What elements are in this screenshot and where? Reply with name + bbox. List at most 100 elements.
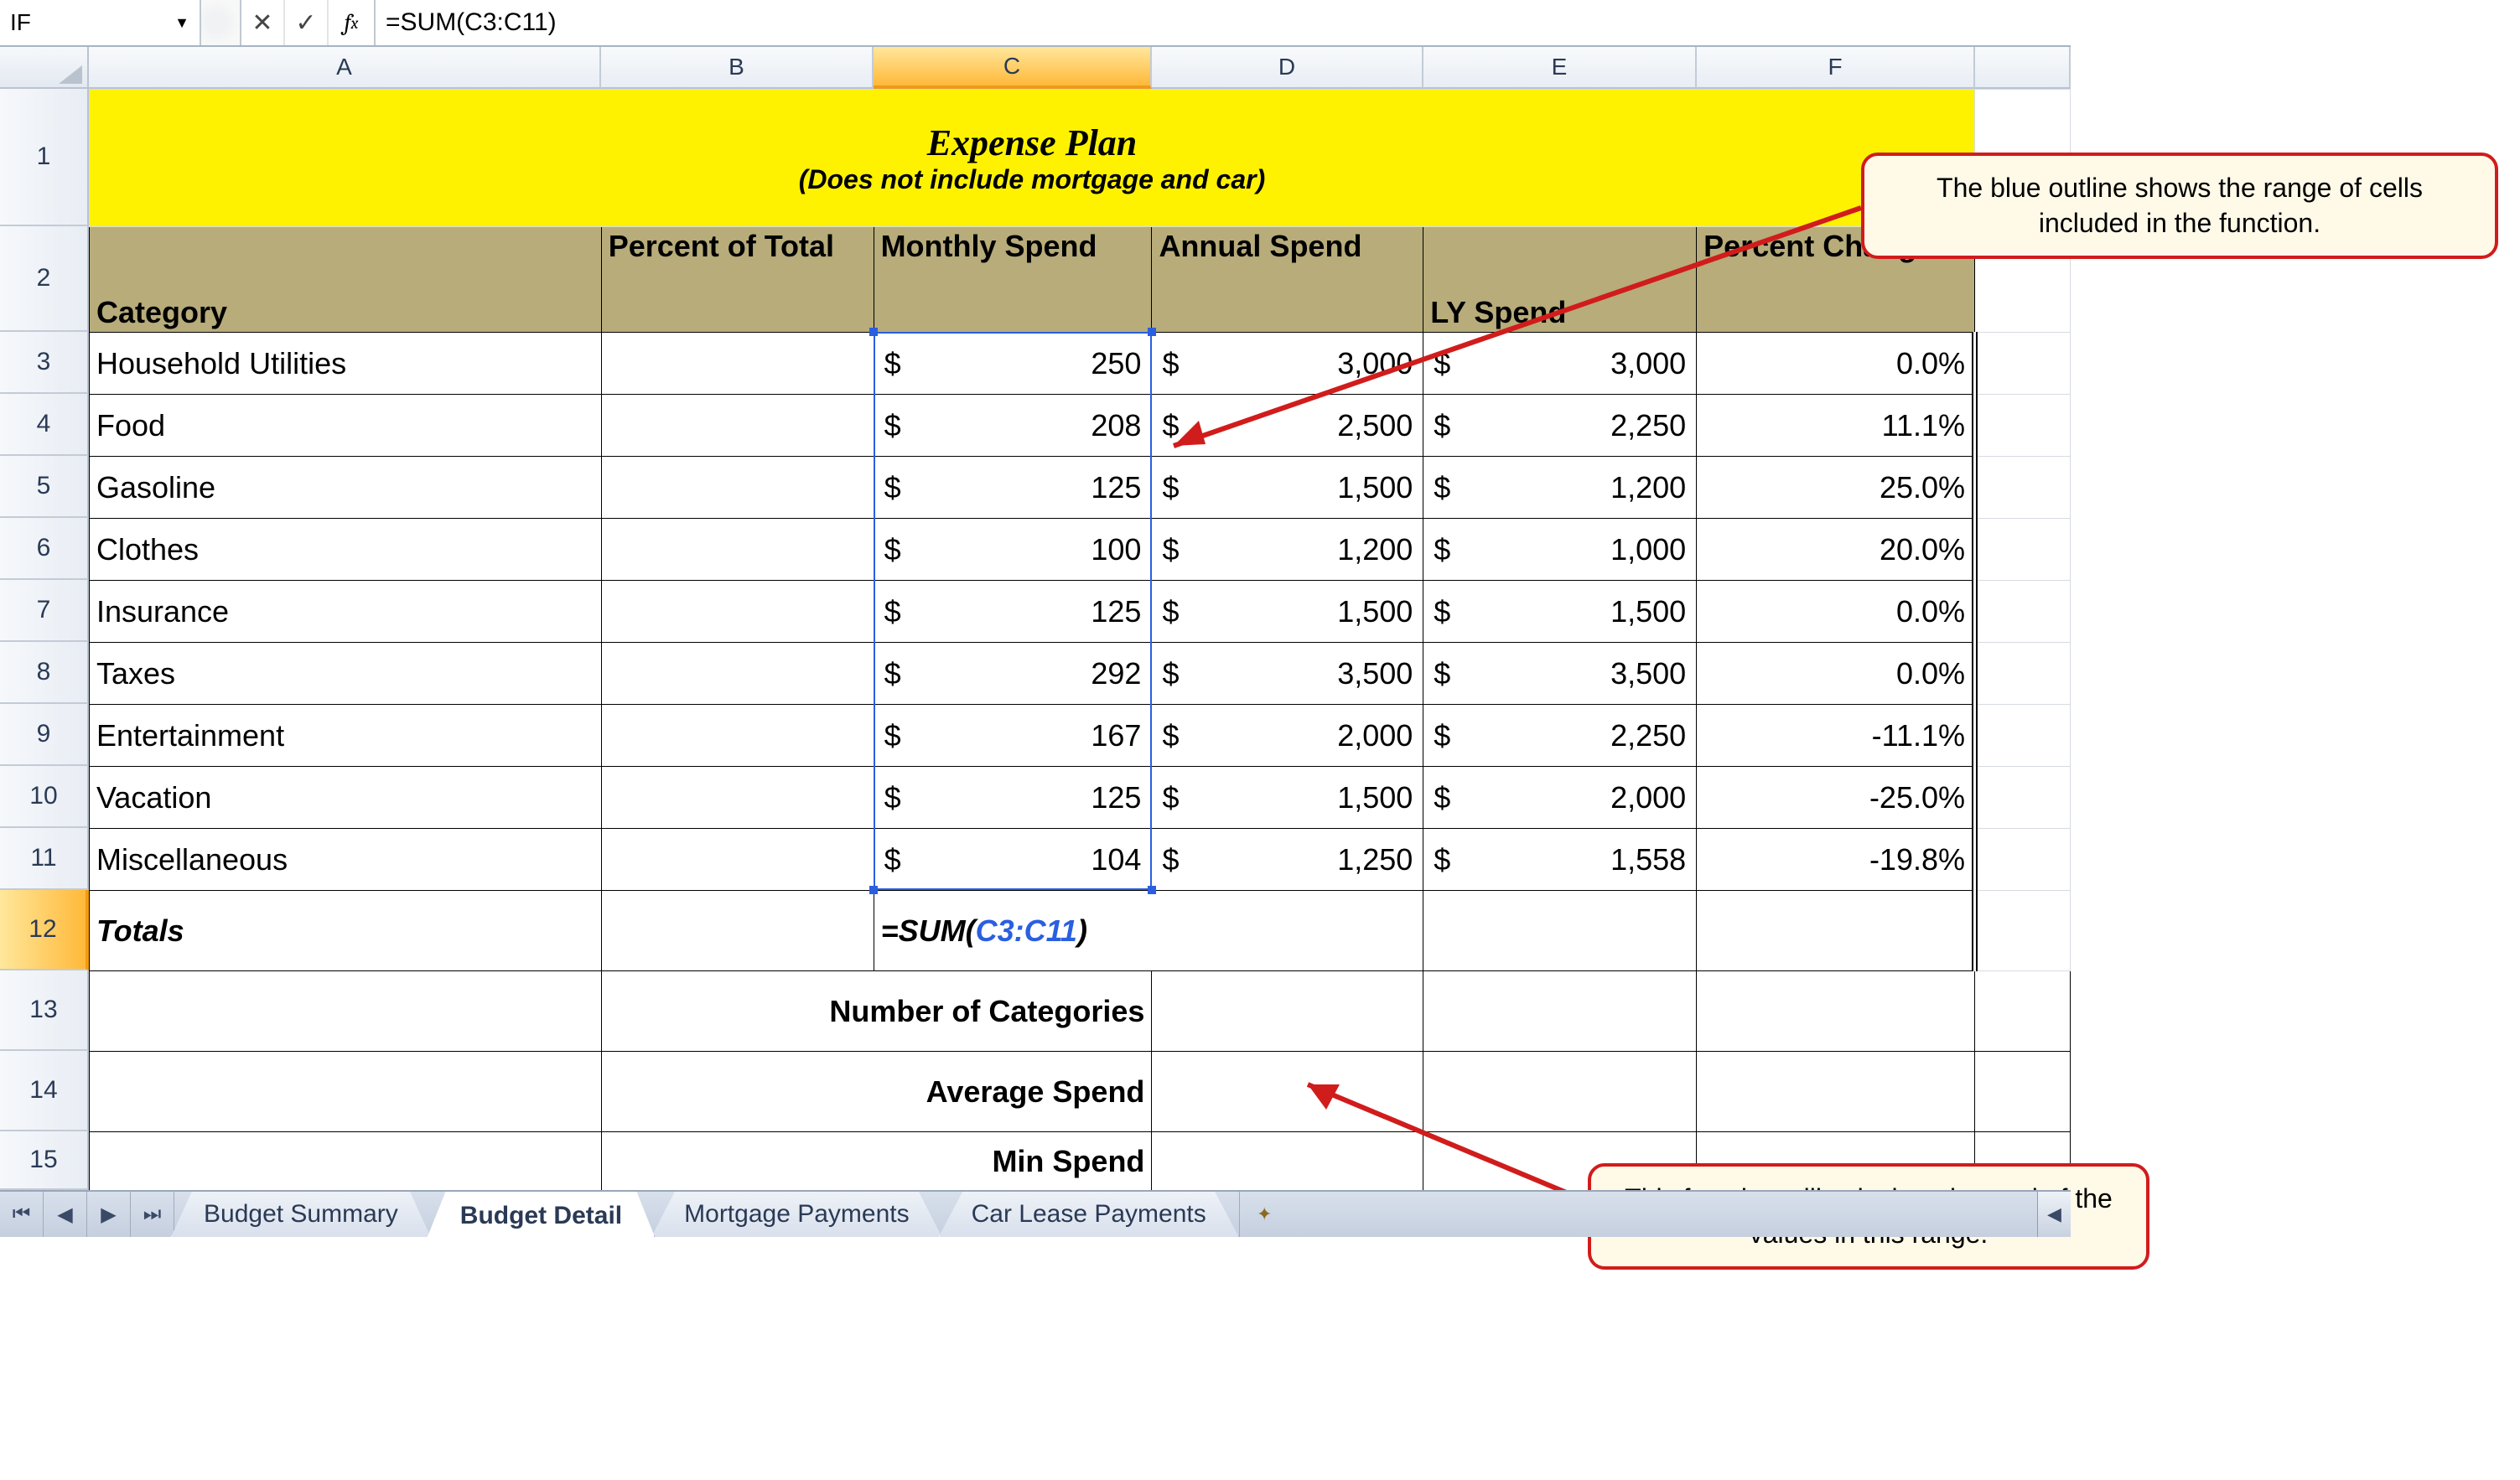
cell-pct-change[interactable]: 11.1% [1697,395,1975,457]
cell-category[interactable]: Household Utilities [89,333,601,395]
cell-e[interactable]: $1,558 [1423,829,1697,891]
cell-d[interactable]: $1,500 [1152,457,1423,519]
row-header-12[interactable]: 12 [0,890,89,970]
cancel-formula-icon[interactable]: ✕ [241,0,285,45]
cell-category[interactable]: Gasoline [89,457,601,519]
cell-d[interactable]: $1,500 [1152,767,1423,829]
tab-nav-prev-icon[interactable]: ◀ [44,1192,87,1237]
column-header-d[interactable]: D [1152,47,1423,89]
cell-pct-total[interactable] [601,519,874,581]
cell-pct-total[interactable] [601,705,874,767]
cell-empty[interactable] [1975,891,2071,971]
column-header-a[interactable]: A [89,47,601,89]
tab-nav-first-icon[interactable]: ⏮ [0,1192,44,1237]
cell-empty[interactable] [1975,705,2071,767]
cell-empty[interactable] [1975,971,2071,1052]
cell-pct-change[interactable]: -11.1% [1697,705,1975,767]
column-header-c[interactable]: C [874,47,1152,89]
cell-e[interactable]: $3,000 [1423,333,1697,395]
cell-category[interactable]: Vacation [89,767,601,829]
header-b[interactable]: Percent of Total [601,227,874,333]
column-header-trailing[interactable] [1975,47,2071,89]
row-header-2[interactable]: 2 [0,226,89,332]
row-header-5[interactable]: 5 [0,456,89,518]
cell-sub-e[interactable] [1423,971,1697,1052]
cell-c[interactable]: $250 [874,333,1152,395]
cell-pct-total[interactable] [601,457,874,519]
cell-d[interactable]: $1,500 [1152,581,1423,643]
cell-pct-change[interactable]: 20.0% [1697,519,1975,581]
cell-pct-total[interactable] [601,395,874,457]
cell-sub-f[interactable] [1697,971,1975,1052]
cell-empty[interactable] [1975,767,2071,829]
column-header-f[interactable]: F [1697,47,1975,89]
cell-c[interactable]: $125 [874,767,1152,829]
cell-empty[interactable] [1975,643,2071,705]
cell-pct-total[interactable] [601,767,874,829]
header-e[interactable]: LY Spend [1423,227,1697,333]
cell-d[interactable]: $2,000 [1152,705,1423,767]
row-header-14[interactable]: 14 [0,1051,89,1131]
cell-pct-change[interactable]: 0.0% [1697,581,1975,643]
cell-pct-change[interactable]: -19.8% [1697,829,1975,891]
insert-function-icon[interactable]: fx [329,0,376,45]
cell-c[interactable]: $208 [874,395,1152,457]
cell-d[interactable]: $1,250 [1152,829,1423,891]
cell-totals-b[interactable] [601,891,874,971]
cell-e[interactable]: $2,250 [1423,705,1697,767]
cell-sub-label[interactable]: Average Spend [601,1052,1152,1132]
cell-c[interactable]: $125 [874,457,1152,519]
cell-empty[interactable] [1975,395,2071,457]
cell-pct-total[interactable] [601,333,874,395]
cell-totals-f[interactable] [1697,891,1975,971]
insert-sheet-icon[interactable]: ✦ [1239,1192,1289,1237]
cell-pct-change[interactable]: -25.0% [1697,767,1975,829]
row-header-8[interactable]: 8 [0,642,89,704]
cell-category[interactable]: Clothes [89,519,601,581]
cell-active-formula[interactable]: =SUM(C3:C11) [874,891,1423,971]
title-cell[interactable]: Expense Plan(Does not include mortgage a… [89,90,1974,227]
cell-d[interactable]: $2,500 [1152,395,1423,457]
cell-d[interactable]: $3,000 [1152,333,1423,395]
row-header-10[interactable]: 10 [0,766,89,828]
header-a[interactable]: Category [89,227,601,333]
cell-c[interactable]: $100 [874,519,1152,581]
hscroll-left-icon[interactable]: ◀ [2037,1192,2071,1237]
tab-nav-next-icon[interactable]: ▶ [87,1192,131,1237]
cell-totals-label[interactable]: Totals [89,891,601,971]
sheet-tab[interactable]: Budget Summary [171,1192,431,1237]
cell-e[interactable]: $1,000 [1423,519,1697,581]
cell-empty[interactable] [89,1132,601,1191]
cell-pct-change[interactable]: 0.0% [1697,643,1975,705]
cell-e[interactable]: $3,500 [1423,643,1697,705]
row-header-9[interactable]: 9 [0,704,89,766]
cell-empty[interactable] [89,1052,601,1132]
cell-c[interactable]: $104 [874,829,1152,891]
cell-pct-total[interactable] [601,643,874,705]
formula-input[interactable]: =SUM(C3:C11) [376,8,2071,37]
row-header-11[interactable]: 11 [0,828,89,890]
cell-totals-e[interactable] [1423,891,1697,971]
cell-e[interactable]: $2,000 [1423,767,1697,829]
cell-sub-f[interactable] [1697,1052,1975,1132]
sheet-tab[interactable]: Mortgage Payments [651,1192,941,1237]
cell-empty[interactable] [1975,333,2071,395]
cell-c[interactable]: $167 [874,705,1152,767]
row-header-15[interactable]: 15 [0,1131,89,1190]
cell-empty[interactable] [1975,457,2071,519]
cell-pct-total[interactable] [601,829,874,891]
cell-empty[interactable] [89,971,601,1052]
cell-d[interactable]: $3,500 [1152,643,1423,705]
row-header-3[interactable]: 3 [0,332,89,394]
name-box[interactable]: IF ▼ [0,0,201,45]
accept-formula-icon[interactable]: ✓ [285,0,329,45]
row-header-13[interactable]: 13 [0,970,89,1051]
cell-e[interactable]: $1,500 [1423,581,1697,643]
cell-d[interactable]: $1,200 [1152,519,1423,581]
row-header-4[interactable]: 4 [0,394,89,456]
row-header-1[interactable]: 1 [0,89,89,226]
cell-sub-d[interactable] [1152,1132,1423,1191]
cell-category[interactable]: Insurance [89,581,601,643]
cell-pct-change[interactable]: 0.0% [1697,333,1975,395]
cell-pct-change[interactable]: 25.0% [1697,457,1975,519]
